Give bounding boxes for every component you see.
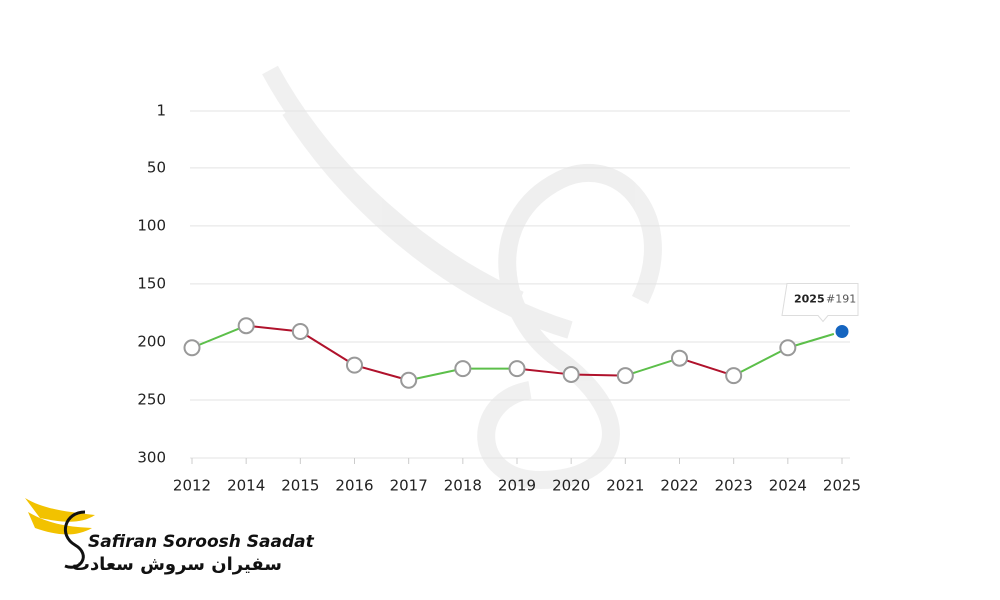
y-tick-label: 300 xyxy=(137,449,166,467)
line-segment xyxy=(679,357,734,377)
logo-wing xyxy=(25,498,95,522)
line-segment xyxy=(299,330,356,367)
line-segment xyxy=(625,357,680,377)
point xyxy=(562,365,580,383)
tooltip: 2025 #191 xyxy=(781,283,859,323)
line-segment xyxy=(787,330,843,349)
line-segment xyxy=(354,364,409,382)
point xyxy=(508,360,526,378)
y-tick-label: 50 xyxy=(147,158,166,176)
point xyxy=(183,339,201,357)
x-tick-label: 2014 xyxy=(227,477,265,495)
logo-name-fa: سفیران سروش سعادت xyxy=(72,554,282,575)
tooltip-category: 2025 xyxy=(794,293,825,306)
point xyxy=(237,317,255,335)
logo: Safiran Soroosh Saadat سفیران سروش سعادت xyxy=(25,498,315,575)
y-tick-label: 150 xyxy=(137,274,166,292)
point xyxy=(291,323,309,341)
line-segment xyxy=(408,367,464,382)
y-tick-label: 250 xyxy=(137,390,166,408)
x-tick-label: 2015 xyxy=(281,477,319,495)
x-tick-label: 2019 xyxy=(498,477,536,495)
x-tick-label: 2021 xyxy=(606,477,644,495)
y-tick-label: 200 xyxy=(137,332,166,350)
x-tick-label: 2025 xyxy=(823,477,861,495)
x-tick-label: 2020 xyxy=(552,477,590,495)
point xyxy=(725,367,743,385)
line-segment xyxy=(246,324,301,333)
point xyxy=(346,356,363,374)
line-segment xyxy=(571,373,626,377)
point xyxy=(779,339,797,357)
point xyxy=(454,360,472,378)
x-tick-label: 2018 xyxy=(444,477,482,495)
point xyxy=(833,323,851,341)
x-tick-label: 2024 xyxy=(769,477,807,495)
tooltip-box xyxy=(781,283,859,323)
x-tick-label: 2022 xyxy=(660,477,698,495)
logo-swoosh xyxy=(63,510,86,569)
logo-wing xyxy=(28,512,92,535)
line-segment xyxy=(191,324,247,349)
watermark xyxy=(262,65,662,490)
x-tick-label: 2023 xyxy=(715,477,753,495)
logo-name: Safiran Soroosh Saadat xyxy=(88,532,315,552)
x-tick-label: 2017 xyxy=(390,477,428,495)
point xyxy=(671,349,688,367)
x-tick-label: 2016 xyxy=(335,477,373,495)
tooltip-value: #191 xyxy=(826,293,856,306)
line-segment xyxy=(516,367,572,376)
x-tick-label: 2012 xyxy=(173,477,211,495)
point xyxy=(616,367,634,385)
y-tick-label: 1 xyxy=(156,102,166,120)
point xyxy=(400,371,418,389)
y-tick-label: 100 xyxy=(137,216,166,234)
line-segment xyxy=(733,346,789,377)
